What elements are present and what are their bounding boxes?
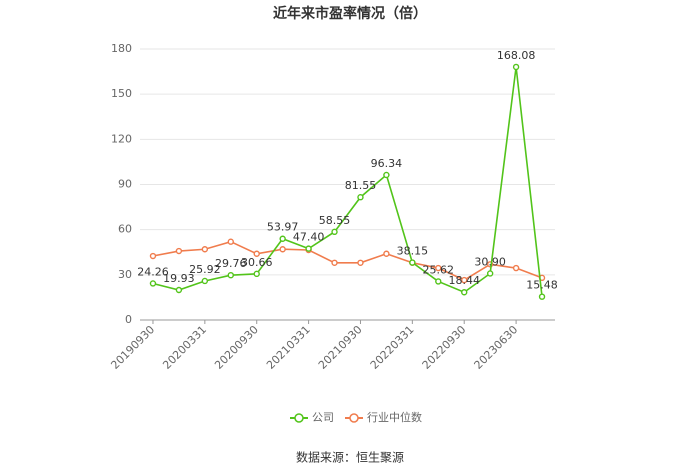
point (435, 278, 442, 285)
legend-item: 公司 (290, 411, 334, 424)
point (175, 286, 183, 294)
x-tick-label: 20220331 (368, 323, 417, 372)
data-label: 25.92 (189, 263, 221, 276)
series-line (152, 66, 543, 297)
point (253, 250, 260, 257)
point (149, 280, 157, 287)
point (383, 171, 390, 179)
data-label: 38.15 (397, 245, 429, 258)
point (201, 277, 209, 285)
chart-title: 近年来市盈率情况（倍） (273, 5, 427, 22)
point (331, 259, 338, 266)
data-label: 15.48 (526, 279, 558, 292)
data-label: 18.44 (448, 274, 480, 287)
y-tick-label: 120 (111, 132, 132, 145)
point (227, 238, 234, 245)
point (512, 264, 520, 272)
point (331, 228, 338, 236)
data-label: 47.40 (293, 231, 325, 244)
data-label: 168.08 (497, 49, 536, 62)
legend-label: 行业中位数 (367, 410, 422, 424)
x-tick-label: 20200930 (212, 323, 261, 372)
point (149, 252, 157, 260)
point (357, 259, 364, 266)
point (175, 247, 183, 255)
point (279, 235, 286, 242)
legend-marker (349, 413, 359, 423)
y-tick-label: 150 (111, 87, 132, 100)
point (305, 245, 312, 252)
point (383, 250, 390, 257)
data-label: 96.34 (371, 157, 403, 170)
point (486, 270, 494, 277)
point (435, 264, 442, 272)
data-label: 25.62 (423, 263, 455, 276)
data-label: 19.93 (163, 272, 195, 285)
point (279, 246, 286, 253)
point (201, 246, 209, 253)
point (357, 194, 364, 201)
data-label: 29.76 (215, 257, 247, 270)
source: 数据来源：恒生聚源 (296, 450, 404, 465)
legend-marker (294, 413, 304, 423)
data-label: 30.66 (241, 256, 273, 269)
x-tick-label: 20190930 (108, 323, 157, 372)
y-tick-label: 90 (118, 178, 132, 191)
point (461, 276, 468, 284)
x-tick-label: 20200331 (160, 323, 209, 372)
x-tick-label: 20210930 (316, 323, 365, 372)
y-tick-label: 30 (118, 268, 132, 281)
data-label: 81.55 (345, 179, 377, 192)
y-tick-label: 0 (125, 313, 132, 326)
data-label: 53.97 (267, 221, 299, 234)
data-label: 24.26 (137, 265, 169, 278)
x-tick-label: 20230630 (472, 323, 521, 372)
x-tick-label: 20220930 (420, 323, 469, 372)
point (409, 259, 416, 266)
data-label: 30.90 (474, 255, 506, 268)
point (227, 271, 234, 279)
point (461, 289, 468, 296)
y-tick-label: 60 (118, 223, 132, 236)
legend-label: 公司 (312, 411, 334, 424)
point (538, 293, 546, 300)
y-tick-label: 180 (111, 42, 132, 55)
legend-item: 行业中位数 (345, 410, 422, 424)
x-tick-label: 20210331 (264, 323, 313, 372)
series-line (152, 240, 543, 282)
point (512, 63, 520, 71)
point (253, 270, 260, 278)
data-label: 58.55 (319, 214, 351, 227)
